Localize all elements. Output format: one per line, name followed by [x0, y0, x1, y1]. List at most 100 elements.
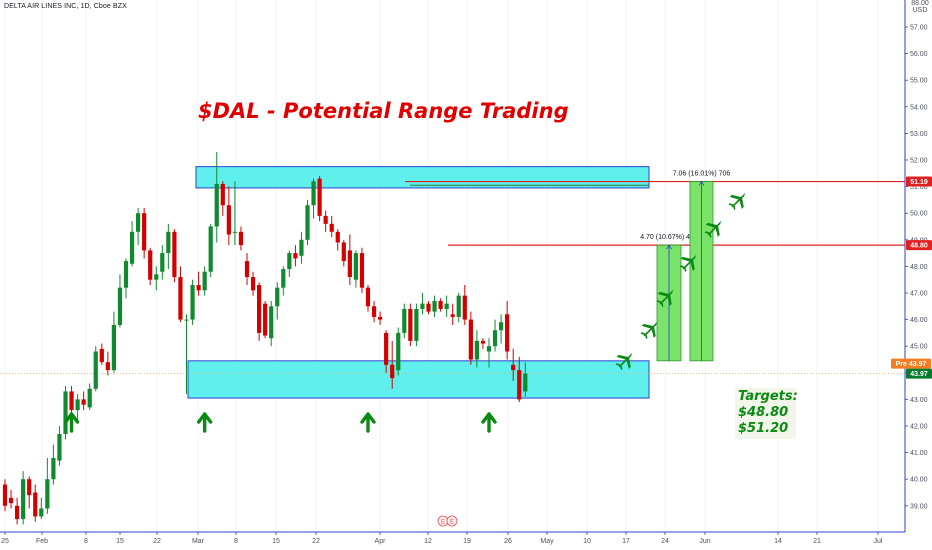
candle-body	[384, 332, 389, 365]
symbol-header: DELTA AIR LINES INC, 1D, Cboe BZX	[4, 3, 127, 10]
candle-body	[341, 242, 346, 262]
candle-body	[160, 253, 165, 272]
price-tick-label: 47.00	[910, 291, 928, 298]
candle-body	[287, 253, 292, 270]
candle-body	[2, 484, 8, 506]
candle-body	[305, 205, 310, 240]
candle-body	[299, 239, 304, 256]
candle-body	[378, 316, 383, 320]
price-tag	[906, 240, 932, 251]
targets-label: Targets:	[738, 389, 798, 404]
candle-body	[190, 285, 195, 320]
candle-body	[365, 287, 371, 307]
candle-body	[129, 231, 135, 264]
target-2: $51.20	[738, 421, 789, 436]
price-tag	[891, 358, 931, 369]
price-tag	[906, 176, 932, 187]
currency-unit: USD	[913, 7, 928, 14]
currency-top: 88.00	[911, 0, 929, 7]
candle-body	[450, 314, 455, 317]
candle-body	[208, 226, 213, 272]
candle-body	[523, 373, 528, 392]
earnings-badge	[446, 515, 458, 527]
candle-body	[99, 348, 104, 363]
price-tick-label: 56.00	[910, 51, 928, 58]
candle-body	[474, 340, 479, 360]
candle-body	[136, 213, 141, 232]
candle-body	[63, 391, 68, 434]
price-tick-label: 55.00	[910, 78, 928, 85]
time-tick-label: 21	[813, 538, 821, 545]
price-tick-label: 54.00	[910, 104, 928, 111]
candle-body	[505, 314, 510, 352]
candle-body	[232, 231, 237, 233]
price-tick-label: 45.00	[910, 344, 928, 351]
range-zone	[195, 166, 650, 189]
time-tick-label: 17	[622, 538, 630, 545]
price-tick-label: 50.00	[910, 211, 928, 218]
candle-body	[39, 508, 44, 517]
time-tick-label: 19	[463, 538, 471, 545]
candle-body	[154, 274, 159, 280]
time-tick-label: May	[540, 538, 554, 545]
candle-body	[420, 303, 425, 309]
candle-body	[8, 497, 14, 504]
candle-body	[214, 183, 219, 227]
plane-fuselage	[731, 192, 745, 208]
airplane-icon	[640, 321, 657, 340]
candle-body	[45, 479, 50, 509]
time-tick-label: 15	[272, 538, 280, 545]
plane-wings	[641, 323, 656, 338]
price-tick-label: 52.00	[910, 158, 928, 165]
plane-wings	[680, 256, 695, 271]
plane-wings	[705, 222, 720, 237]
candle-body	[244, 261, 250, 278]
candle-body	[269, 306, 274, 339]
target-1: $48.80	[738, 405, 789, 420]
candle-body	[21, 479, 26, 520]
time-tick-label: Jul	[874, 538, 883, 545]
time-tick-label: 26	[504, 538, 512, 545]
candle-body	[250, 277, 256, 291]
candle-body	[390, 364, 395, 379]
candle-body	[462, 295, 467, 320]
candle-body	[371, 306, 377, 317]
candle-body	[480, 340, 486, 344]
price-tag-label: 51.19	[910, 179, 928, 186]
candle-body	[402, 308, 407, 333]
airplane-icon	[704, 220, 721, 239]
time-tick-label: 22	[312, 538, 320, 545]
earnings-badge-label: E	[441, 520, 445, 526]
candle-body	[414, 308, 419, 341]
candle-body	[511, 364, 516, 371]
price-tag-label: 48.80	[910, 243, 928, 250]
candle-body	[323, 215, 328, 224]
candle-body	[184, 319, 189, 321]
targets-box: Targets: $48.80 $51.20	[735, 388, 798, 439]
price-tick-label: 43.00	[910, 397, 928, 404]
time-tick-label: 10	[583, 538, 591, 545]
time-tick-label: Jun	[699, 538, 710, 545]
candle-body	[335, 231, 340, 243]
candle-body	[438, 300, 443, 309]
plane-fuselage	[643, 321, 657, 337]
time-tick-label: 8	[234, 538, 238, 545]
time-tick-label: 8	[84, 538, 88, 545]
candle-body	[444, 303, 449, 309]
price-tick-label: 46.00	[910, 317, 928, 324]
time-tick-label: Mar	[192, 538, 205, 545]
candle-body	[311, 181, 316, 206]
price-tag	[906, 368, 932, 379]
price-tick-label: 39.00	[910, 503, 928, 510]
time-tick-label: Apr	[375, 538, 387, 545]
time-tick-label: 15	[116, 538, 124, 545]
candle-body	[33, 492, 38, 517]
candle-body	[220, 183, 225, 206]
airplane-icon	[615, 352, 632, 371]
plane-wings	[657, 291, 672, 306]
candle-body	[111, 324, 116, 371]
time-tick-label: 12	[424, 538, 432, 545]
time-tick-label: Feb	[36, 538, 48, 545]
price-tick-label: 40.00	[910, 477, 928, 484]
